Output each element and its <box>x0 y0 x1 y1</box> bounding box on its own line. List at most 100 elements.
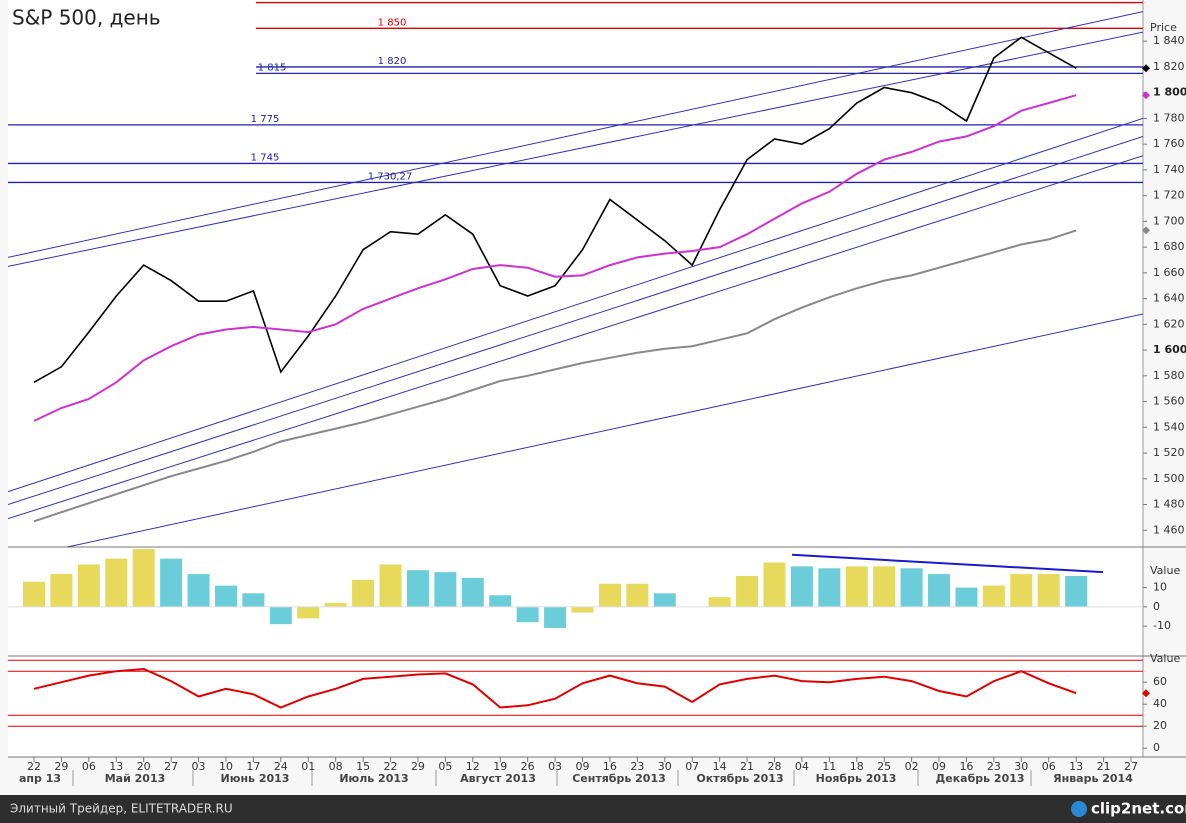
x-tick-label: 21 <box>740 760 754 773</box>
bar <box>982 585 1005 607</box>
bar <box>214 585 237 607</box>
x-tick-label: 13 <box>109 760 123 773</box>
last-value-marker <box>1142 689 1150 698</box>
x-tick-label: 16 <box>603 760 617 773</box>
level-label: 1 775 <box>251 114 280 125</box>
bar <box>653 593 676 607</box>
x-tick-label: 22 <box>27 760 41 773</box>
bar <box>1010 574 1033 607</box>
x-tick-label: 03 <box>192 760 206 773</box>
series-line <box>33 229 1077 523</box>
x-tick-label: 13 <box>1069 760 1083 773</box>
y-tick-label: 1 780 <box>1153 111 1185 124</box>
y-tick-label: 1 560 <box>1153 395 1185 408</box>
level-label: 1 730,27 <box>368 171 413 182</box>
x-tick-label: 08 <box>329 760 343 773</box>
chart-title: S&P 500, день <box>12 6 161 30</box>
bar <box>77 564 100 607</box>
bar <box>50 574 73 607</box>
bar <box>955 587 978 607</box>
y-tick-label: -10 <box>1153 619 1171 632</box>
trend-line <box>8 135 1143 506</box>
footer-source: Элитный Трейдер, ELITETRADER.RU <box>10 802 233 816</box>
plot-area <box>8 0 1143 757</box>
x-tick-label: 06 <box>82 760 96 773</box>
y-tick-label: 0 <box>1153 600 1160 613</box>
panel <box>8 659 1143 727</box>
bar <box>1037 574 1060 607</box>
bar <box>23 581 45 607</box>
y-tick-label: 1 740 <box>1153 163 1185 176</box>
last-value-marker <box>1142 226 1150 235</box>
y-axis-label: Value <box>1150 564 1180 577</box>
bar <box>544 606 567 629</box>
y-tick-label: 20 <box>1153 719 1167 732</box>
x-group-label: Май 2013 <box>105 772 166 785</box>
panel <box>8 1 1143 547</box>
y-tick-label: 1 840 <box>1153 34 1185 47</box>
y-tick-label: 1 640 <box>1153 292 1185 305</box>
y-tick-label: 1 680 <box>1153 240 1185 253</box>
bar <box>708 597 731 607</box>
bar <box>160 558 183 607</box>
bar <box>406 570 429 607</box>
series-line <box>33 94 1077 422</box>
bar <box>105 558 128 607</box>
bar <box>845 566 868 607</box>
bar <box>928 574 951 607</box>
y-tick-label: 10 <box>1153 581 1167 594</box>
x-tick-label: 28 <box>767 760 781 773</box>
x-tick-label: 19 <box>493 760 507 773</box>
x-tick-label: 18 <box>850 760 864 773</box>
y-tick-label: 60 <box>1153 675 1167 688</box>
y-tick-label: 0 <box>1153 741 1160 754</box>
panel <box>8 549 1143 629</box>
bar <box>434 572 457 607</box>
footer-bar <box>0 795 1186 823</box>
x-tick-label: 16 <box>959 760 973 773</box>
y-tick-label: 1 760 <box>1153 137 1185 150</box>
x-tick-label: 11 <box>822 760 836 773</box>
x-tick-label: 26 <box>521 760 535 773</box>
bar <box>516 606 539 623</box>
bar <box>1065 575 1088 607</box>
bar <box>626 583 649 607</box>
x-tick-label: 04 <box>795 760 809 773</box>
x-group-label: Январь 2014 <box>1053 772 1133 785</box>
y-tick-label: 1 720 <box>1153 189 1185 202</box>
x-tick-label: 17 <box>246 760 260 773</box>
bar <box>352 579 375 607</box>
x-tick-label: 03 <box>548 760 562 773</box>
trend-line <box>8 117 1143 493</box>
y-tick-label: 1 500 <box>1153 472 1185 485</box>
trend-line <box>791 553 1104 574</box>
x-group-label: Ноябрь 2013 <box>816 772 897 785</box>
x-tick-label: 12 <box>466 760 480 773</box>
last-value-marker <box>1142 91 1150 100</box>
y-tick-label: 1 800 <box>1153 86 1186 99</box>
x-tick-label: 09 <box>576 760 590 773</box>
bar <box>598 583 621 607</box>
level-label: 1 820 <box>378 56 407 67</box>
x-tick-label: 25 <box>877 760 891 773</box>
y-tick-label: 1 700 <box>1153 214 1185 227</box>
x-tick-label: 23 <box>630 760 644 773</box>
y-tick-label: 40 <box>1153 697 1167 710</box>
x-tick-label: 30 <box>1014 760 1028 773</box>
x-tick-label: 09 <box>932 760 946 773</box>
logo[interactable]: clip2net.com <box>1091 800 1186 818</box>
y-tick-label: 1 520 <box>1153 446 1185 459</box>
y-axis-label: Value <box>1150 652 1180 665</box>
x-tick-label: 27 <box>1124 760 1138 773</box>
bar <box>132 549 155 607</box>
x-group-label: Июль 2013 <box>339 772 408 785</box>
x-tick-label: 20 <box>137 760 151 773</box>
y-tick-label: 1 820 <box>1153 60 1185 73</box>
level-label: 1 870 <box>378 0 407 3</box>
x-tick-label: 24 <box>274 760 288 773</box>
x-tick-label: 27 <box>164 760 178 773</box>
y-tick-label: 1 460 <box>1153 523 1185 536</box>
x-tick-label: 02 <box>905 760 919 773</box>
bar <box>324 602 347 607</box>
level-label: 1 850 <box>378 17 407 28</box>
